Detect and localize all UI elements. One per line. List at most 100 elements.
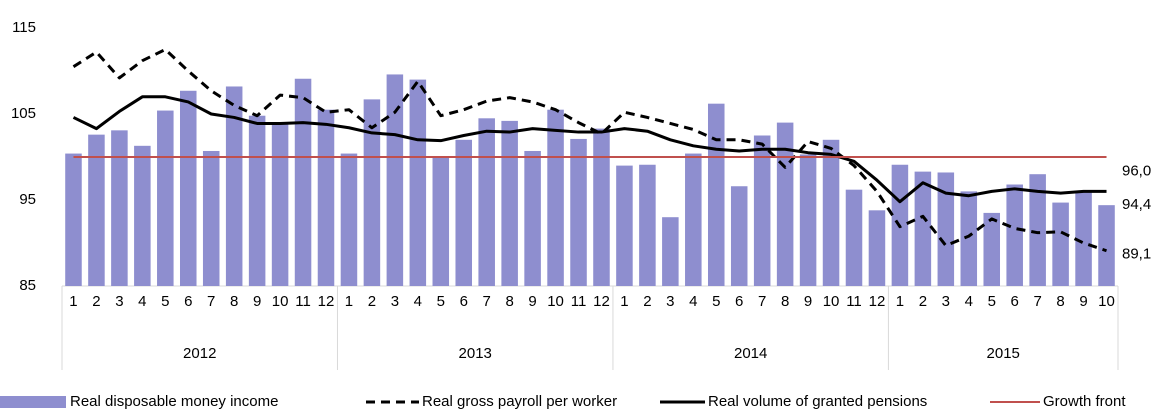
bar [271, 122, 289, 286]
y-tick-label: 85 [19, 277, 36, 294]
x-tick-label: 6 [184, 293, 192, 310]
x-tick-label: 9 [253, 293, 261, 310]
x-tick-label: 8 [230, 293, 238, 310]
x-tick-label: 10 [1098, 293, 1115, 310]
x-tick-label: 5 [988, 293, 996, 310]
bar [202, 150, 220, 286]
x-tick-label: 12 [869, 293, 886, 310]
x-tick-label: 9 [804, 293, 812, 310]
bar [179, 90, 197, 286]
bar [662, 217, 679, 286]
bar [524, 150, 541, 286]
line-series [72, 95, 1107, 204]
bar [134, 145, 151, 286]
bar [707, 103, 725, 287]
line-series [72, 48, 1108, 253]
x-tick-label: 11 [295, 293, 311, 310]
bar [478, 118, 495, 286]
x-tick-label: 3 [115, 293, 123, 310]
x-tick-label: 3 [666, 293, 674, 310]
bar [776, 122, 794, 286]
bar [593, 128, 610, 286]
bar [1029, 174, 1046, 286]
bar [317, 109, 335, 286]
x-tick-label: 10 [272, 293, 289, 310]
bar [340, 153, 358, 286]
x-tick-label: 2 [643, 293, 651, 310]
x-tick-label: 2 [368, 293, 376, 310]
x-tick-label: 10 [823, 293, 840, 310]
x-tick-label: 8 [781, 293, 789, 310]
bar [111, 130, 128, 286]
x-tick-label: 11 [846, 293, 862, 310]
x-tick-label: 3 [391, 293, 399, 310]
x-tick-label: 9 [1079, 293, 1087, 310]
bar [753, 135, 771, 286]
x-tick-label: 12 [318, 293, 335, 310]
bar [685, 153, 702, 286]
bar [547, 109, 564, 286]
end-label: 94,4 [1122, 196, 1151, 213]
x-tick-label: 3 [942, 293, 950, 310]
x-tick-label: 6 [1011, 293, 1019, 310]
bar [225, 86, 243, 286]
bar [157, 110, 174, 286]
x-tick-label: 5 [161, 293, 169, 310]
bar [501, 120, 518, 286]
x-tick-label: 4 [414, 293, 422, 310]
legend-label: Real disposable money income [70, 393, 278, 410]
bar [455, 139, 473, 286]
bar [386, 74, 404, 286]
x-tick-label: 6 [735, 293, 743, 310]
group-label: 2014 [734, 345, 767, 362]
bar [1098, 205, 1115, 286]
group-label: 2015 [987, 345, 1020, 362]
x-tick-label: 7 [207, 293, 215, 310]
x-tick-label: 4 [689, 293, 697, 310]
bar [914, 171, 932, 286]
legend-swatch [0, 396, 66, 408]
x-tick-label: 7 [1033, 293, 1041, 310]
bar [363, 99, 381, 286]
x-tick-label: 2 [919, 293, 927, 310]
legend-label: Growth front [1043, 393, 1126, 410]
bar [570, 138, 587, 286]
x-tick-label: 4 [965, 293, 973, 310]
bar [845, 189, 863, 286]
bar [730, 186, 748, 286]
x-tick-label: 1 [896, 293, 904, 310]
bar [1006, 184, 1023, 286]
bar [294, 78, 312, 287]
bar [960, 191, 978, 286]
bar [409, 79, 427, 286]
y-tick-label: 115 [12, 19, 36, 36]
y-tick-label: 105 [11, 105, 36, 122]
bar [65, 153, 82, 286]
x-tick-label: 6 [460, 293, 468, 310]
group-label: 2012 [183, 345, 216, 362]
legend-label: Real gross payroll per worker [422, 393, 617, 410]
bar [983, 212, 1001, 286]
bar [937, 172, 955, 286]
legend-label: Real volume of granted pensions [708, 393, 927, 410]
bar [616, 165, 633, 286]
x-tick-label: 1 [345, 293, 353, 310]
bar [248, 115, 266, 286]
x-tick-label: 2 [92, 293, 100, 310]
bar [88, 134, 105, 286]
x-tick-label: 4 [138, 293, 146, 310]
x-tick-label: 10 [547, 293, 564, 310]
x-tick-label: 8 [505, 293, 513, 310]
x-tick-label: 7 [758, 293, 766, 310]
group-label: 2013 [459, 345, 492, 362]
x-tick-label: 7 [483, 293, 491, 310]
y-tick-label: 95 [19, 191, 36, 208]
bar [639, 164, 656, 286]
x-tick-label: 5 [712, 293, 720, 310]
x-tick-label: 8 [1056, 293, 1064, 310]
bar [799, 154, 817, 286]
bar [1052, 202, 1069, 286]
bar [1075, 191, 1092, 286]
x-tick-label: 5 [437, 293, 445, 310]
